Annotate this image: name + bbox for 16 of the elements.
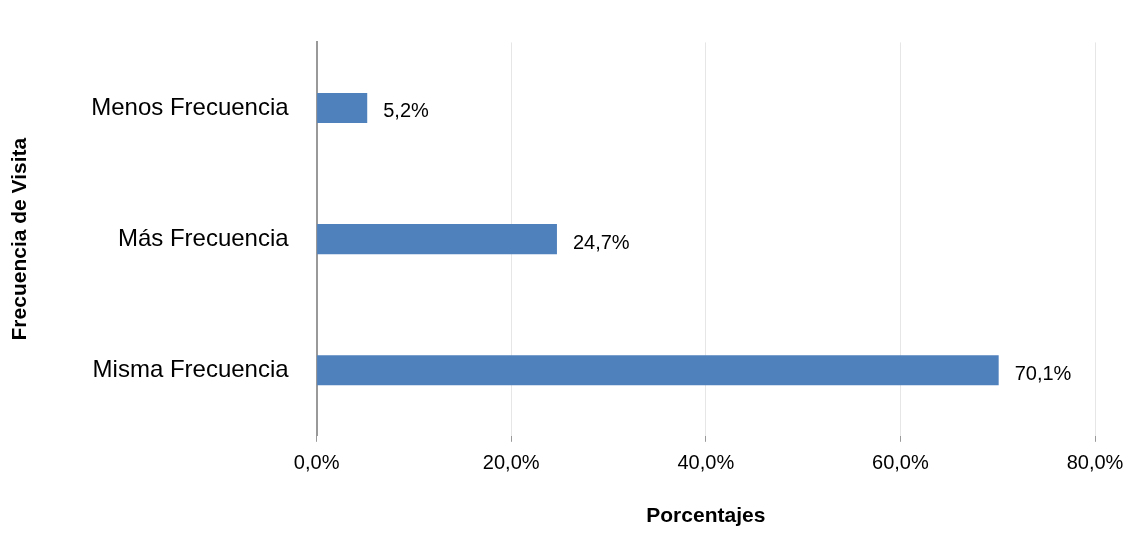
y-tick-label: Menos Frecuencia [91,92,290,120]
y-tick-label: Misma Frecuencia [92,354,290,382]
y-axis-title: Frecuencia de Visita [7,137,31,341]
x-tick-label: 20,0% [482,451,540,474]
bar [317,224,557,255]
x-tick-label: 0,0% [293,451,340,474]
bar [317,92,368,124]
x-tick-label: 80,0% [1066,451,1124,474]
x-tick-label: 60,0% [872,451,929,474]
data-label: 24,7% [572,230,630,253]
data-label: 70,1% [1014,361,1072,384]
x-tick-label: 40,0% [677,451,735,474]
data-label: 5,2% [383,99,430,122]
y-tick-label: Más Frecuencia [117,223,290,251]
bar [317,355,999,386]
x-axis-title: Porcentajes [646,503,766,527]
